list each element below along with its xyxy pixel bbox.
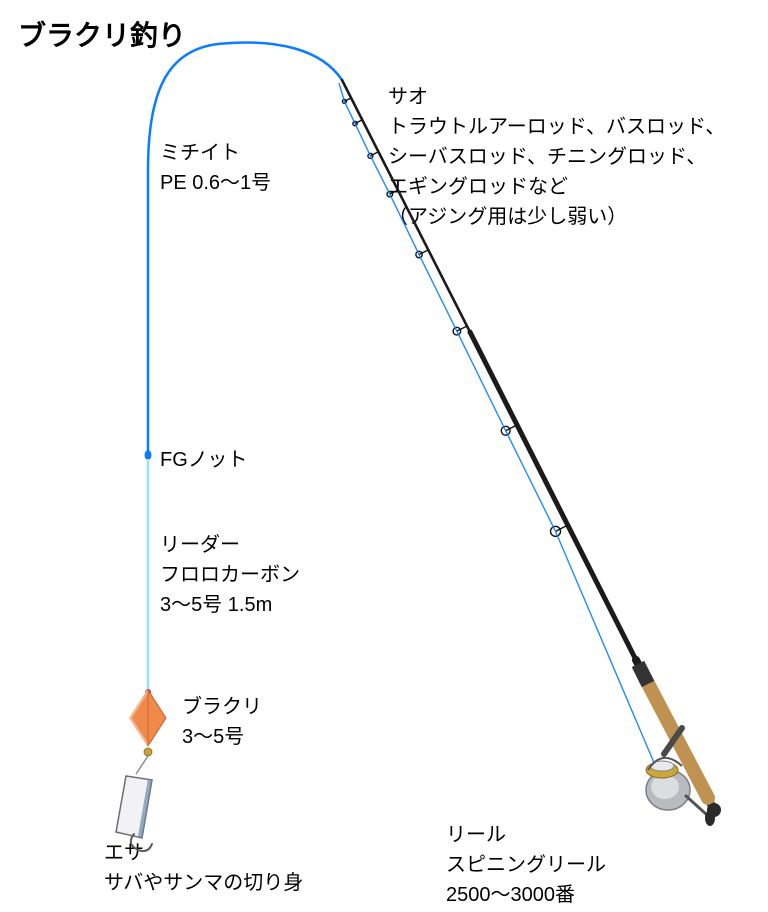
label-reel: リール スピニングリール 2500～3000番 <box>446 820 606 910</box>
page-title: ブラクリ釣り <box>18 14 186 54</box>
label-leader: リーダー フロロカーボン 3～5号 1.5m <box>160 530 300 620</box>
label-sao: サオ トラウトルアーロッド、バスロッド、 シーバスロッド、チニングロッド、 エギ… <box>388 82 725 232</box>
label-esa: エサ サバやサンマの切り身 <box>104 838 303 898</box>
label-burakuri: ブラクリ 3～5号 <box>182 692 262 752</box>
diagram-canvas: ブラクリ釣り ミチイト PE 0.6～1号 サオ トラウトルアーロッド、バスロッ… <box>0 0 768 912</box>
label-fg-knot: FGノット <box>160 445 247 475</box>
label-michi-ito: ミチイト PE 0.6～1号 <box>160 138 271 198</box>
